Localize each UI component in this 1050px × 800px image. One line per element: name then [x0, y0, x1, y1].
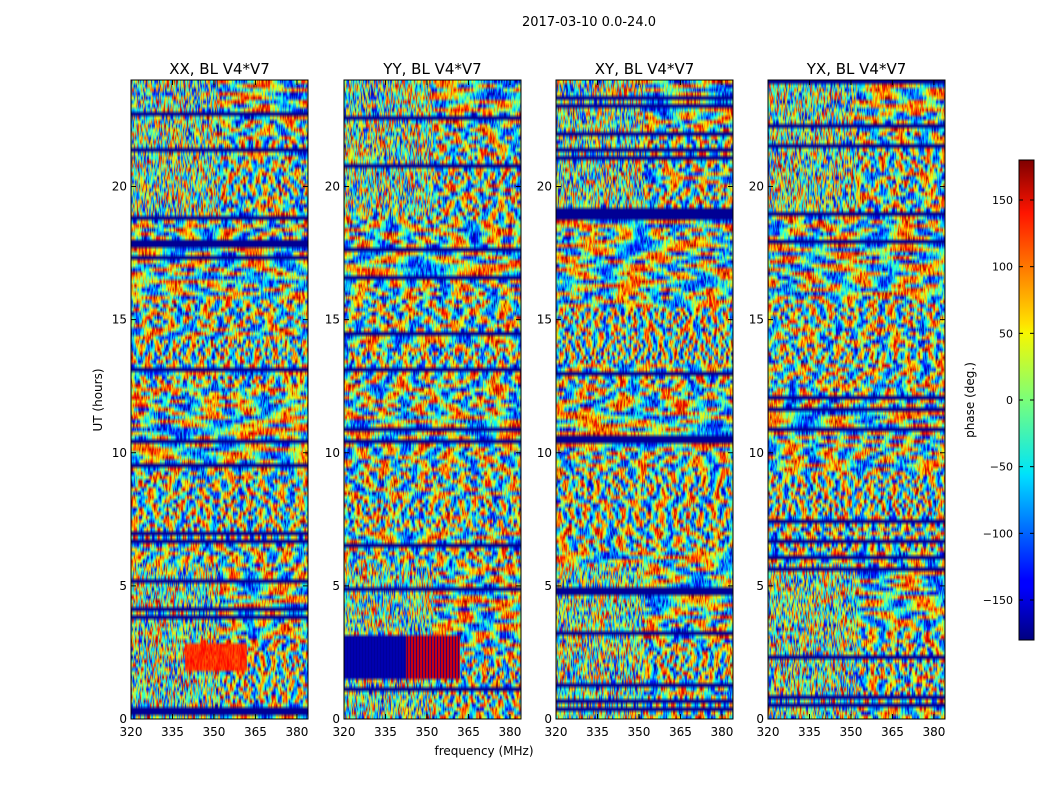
y-tick-label: 0: [332, 712, 340, 726]
colorbar-label: phase (deg.): [963, 362, 977, 438]
heatmap-raster: [344, 80, 521, 719]
x-tick-label: 335: [161, 725, 184, 739]
x-tick-label: 380: [498, 725, 521, 739]
x-tick-label: 365: [457, 725, 480, 739]
x-tick-label: 365: [881, 725, 904, 739]
x-tick-label: 350: [840, 725, 863, 739]
panel-1: XX, BL V4*V7 320 335 350 365 380 0 5 10 15 20: [112, 60, 309, 739]
panel-title: XY, BL V4*V7: [595, 60, 695, 78]
axes-frame: [343, 79, 522, 720]
y-tick-label: 15: [325, 313, 340, 327]
x-tick-label: 365: [669, 725, 692, 739]
heatmap-raster: [556, 80, 733, 719]
heatmap-image: [344, 80, 521, 719]
colorbar: 150 100 50 0 −50 −100 −150 phase (deg.): [963, 159, 1035, 641]
y-tick-label: 10: [112, 446, 127, 460]
y-axis-label: UT (hours): [91, 368, 105, 431]
x-tick-label: 380: [285, 725, 308, 739]
x-tick-label: 335: [798, 725, 821, 739]
colorbar-tick-label: −100: [983, 527, 1013, 540]
panel-3: XY, BL V4*V7 320 335 350 365 380 0 5 10 15 20: [537, 60, 734, 739]
axes-frame: [130, 79, 309, 720]
x-tick-label: 335: [586, 725, 609, 739]
y-tick-label: 15: [749, 313, 764, 327]
y-tick-label: 15: [112, 313, 127, 327]
y-tick-label: 0: [544, 712, 552, 726]
x-tick-label: 320: [333, 725, 356, 739]
figure-title: 2017-03-10 0.0-24.0: [522, 15, 656, 30]
heatmap-image: [768, 80, 945, 719]
x-tick-label: 350: [203, 725, 226, 739]
panel-title: XX, BL V4*V7: [169, 60, 270, 78]
heatmap-raster: [768, 80, 945, 719]
x-tick-label: 380: [922, 725, 945, 739]
heatmap-image: [556, 80, 733, 719]
heatmap-raster: [131, 80, 308, 719]
y-tick-label: 20: [112, 180, 127, 194]
colorbar-ticks: 150 100 50 0 −50 −100 −150: [983, 194, 1034, 607]
colorbar-tick-label: −150: [983, 594, 1013, 607]
axes-frame: [555, 79, 734, 720]
colorbar-tick-label: 50: [999, 327, 1013, 340]
x-tick-label: 320: [757, 725, 780, 739]
y-tick-label: 5: [544, 579, 552, 593]
colorbar-tick-label: −50: [990, 461, 1013, 474]
y-tick-label: 20: [749, 180, 764, 194]
x-tick-label: 350: [628, 725, 651, 739]
y-tick-label: 5: [332, 579, 340, 593]
colorbar-tick-label: 150: [992, 194, 1013, 207]
colorbar-tick-label: 0: [1006, 394, 1013, 407]
y-tick-label: 5: [756, 579, 764, 593]
y-tick-label: 20: [537, 180, 552, 194]
y-tick-label: 20: [325, 180, 340, 194]
x-tick-label: 320: [545, 725, 568, 739]
x-tick-label: 350: [416, 725, 439, 739]
y-tick-label: 5: [119, 579, 127, 593]
panel-2: YY, BL V4*V7 320 335 350 365 380 0 5 10 15 20: [325, 60, 522, 739]
y-tick-label: 10: [325, 446, 340, 460]
heatmap-image: [131, 80, 308, 719]
y-tick-label: 15: [537, 313, 552, 327]
y-tick-label: 0: [756, 712, 764, 726]
x-tick-label: 365: [244, 725, 267, 739]
y-tick-label: 0: [119, 712, 127, 726]
x-tick-label: 320: [120, 725, 143, 739]
panel-title: YY, BL V4*V7: [382, 60, 481, 78]
y-tick-label: 10: [749, 446, 764, 460]
panel-4: YX, BL V4*V7 320 335 350 365 380 0 5 10 15 20: [749, 60, 946, 739]
y-tick-label: 10: [537, 446, 552, 460]
x-tick-label: 335: [374, 725, 397, 739]
x-tick-label: 380: [710, 725, 733, 739]
colorbar-tick-label: 100: [992, 261, 1013, 274]
axes-frame: [767, 79, 946, 720]
x-axis-label: frequency (MHz): [434, 744, 533, 758]
panel-title: YX, BL V4*V7: [806, 60, 907, 78]
